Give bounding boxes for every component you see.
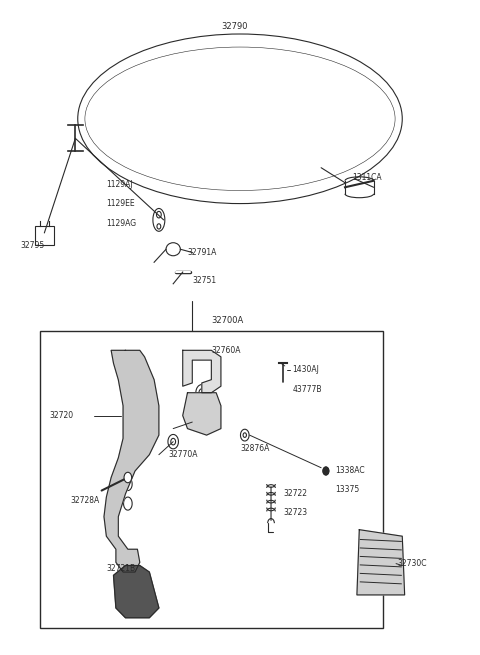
Text: 32770A: 32770A [168,450,198,459]
Text: 43777B: 43777B [292,385,322,394]
Bar [35,227,54,245]
Polygon shape [104,350,159,572]
Text: 32790: 32790 [221,22,247,31]
Text: 1338AC: 1338AC [336,466,365,476]
Text: 32795: 32795 [21,242,45,250]
Text: 13375: 13375 [336,485,360,494]
Circle shape [124,472,132,483]
Text: 32728A: 32728A [71,496,100,505]
Text: 1129EE: 1129EE [107,199,135,208]
Text: 32720: 32720 [49,411,73,420]
Polygon shape [114,565,159,618]
Text: 32876A: 32876A [240,443,269,453]
Text: 32700A: 32700A [211,316,244,326]
Text: 1430AJ: 1430AJ [292,365,319,375]
Polygon shape [357,530,405,595]
Text: 1129AG: 1129AG [107,219,136,228]
Text: 32760A: 32760A [211,346,241,355]
Text: 32791A: 32791A [188,248,217,257]
Polygon shape [183,393,221,435]
Text: 32751: 32751 [192,276,216,285]
Text: 32730C: 32730C [397,559,427,568]
Polygon shape [183,350,221,393]
Text: 32723: 32723 [283,508,307,517]
Bar [39,331,383,627]
Text: 32721B: 32721B [107,565,135,573]
Text: 32722: 32722 [283,489,307,498]
Circle shape [323,467,329,475]
Text: 1129AJ: 1129AJ [107,179,133,189]
Text: 1311CA: 1311CA [352,173,382,182]
